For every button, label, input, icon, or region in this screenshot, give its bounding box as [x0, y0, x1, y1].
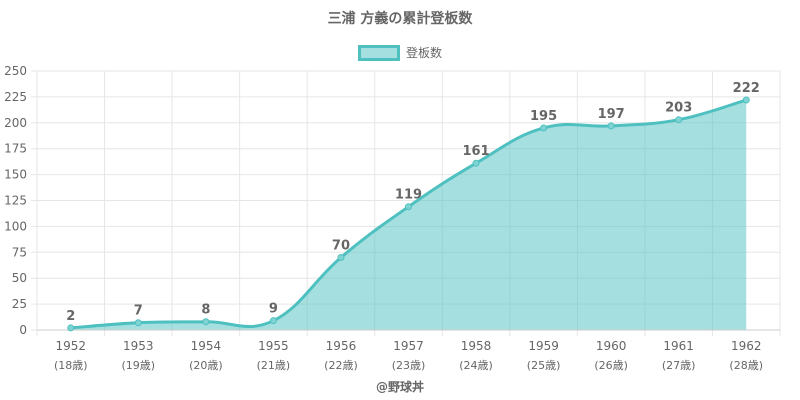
- x-tick-label: 1957: [393, 339, 424, 353]
- data-point: [405, 203, 412, 211]
- x-tick-sublabel: (24歳): [459, 359, 493, 372]
- data-point: [134, 319, 142, 327]
- data-label: 2: [66, 309, 75, 324]
- data-label: 222: [733, 81, 760, 96]
- data-point: [742, 96, 750, 104]
- x-tick-label: 1959: [528, 339, 559, 353]
- x-tick-label: 1962: [731, 339, 762, 353]
- series-area: [70, 100, 747, 331]
- y-tick-label: 225: [4, 90, 27, 104]
- data-point: [675, 116, 683, 124]
- data-point: [269, 317, 277, 325]
- y-tick-label: 125: [4, 194, 27, 208]
- data-label: 8: [201, 303, 210, 318]
- x-tick-sublabel: (21歳): [257, 359, 291, 372]
- chart-title: 三浦 方義の累計登板数: [327, 11, 473, 27]
- x-tick-label: 1954: [191, 339, 222, 353]
- x-tick-label: 1953: [123, 339, 154, 353]
- data-label: 161: [462, 144, 489, 159]
- y-tick-label: 0: [19, 323, 27, 337]
- x-tick-sublabel: (20歳): [189, 359, 223, 372]
- x-tick-sublabel: (27歳): [662, 359, 696, 372]
- data-point: [540, 124, 548, 132]
- data-label: 119: [395, 188, 422, 203]
- data-point: [67, 324, 75, 332]
- y-tick-label: 150: [4, 168, 27, 182]
- data-label: 195: [530, 109, 557, 124]
- credit-text: @野球丼: [375, 380, 424, 394]
- x-tick-label: 1952: [55, 339, 86, 353]
- y-tick-label: 200: [4, 116, 27, 130]
- data-point: [607, 122, 615, 130]
- x-tick-sublabel: (23歳): [392, 359, 426, 372]
- x-tick-sublabel: (22歳): [324, 359, 358, 372]
- data-point: [202, 318, 210, 326]
- data-label: 197: [598, 107, 625, 122]
- x-tick-sublabel: (19歳): [122, 359, 156, 372]
- data-label: 203: [665, 101, 692, 116]
- legend-swatch: [357, 44, 400, 61]
- y-tick-label: 25: [12, 297, 27, 311]
- y-tick-label: 100: [4, 219, 27, 233]
- y-tick-label: 250: [4, 64, 27, 78]
- x-tick-sublabel: (25歳): [527, 359, 561, 372]
- data-point: [337, 253, 345, 261]
- x-tick-label: 1956: [326, 339, 357, 353]
- x-tick-sublabel: (26歳): [594, 359, 628, 372]
- y-tick-label: 175: [4, 142, 27, 156]
- legend-label: 登板数: [405, 46, 442, 60]
- x-tick-label: 1955: [258, 339, 289, 353]
- y-tick-label: 75: [12, 245, 27, 259]
- x-tick-sublabel: (28歳): [729, 359, 763, 372]
- data-label: 70: [332, 238, 350, 253]
- data-point: [472, 159, 480, 167]
- data-label: 9: [269, 302, 278, 317]
- y-tick-label: 50: [12, 271, 27, 285]
- x-tick-label: 1961: [663, 339, 694, 353]
- x-tick-sublabel: (18歳): [54, 359, 88, 372]
- x-tick-label: 1960: [596, 339, 627, 353]
- legend[interactable]: 登板数: [0, 44, 800, 61]
- data-label: 7: [134, 304, 143, 319]
- x-tick-label: 1958: [461, 339, 492, 353]
